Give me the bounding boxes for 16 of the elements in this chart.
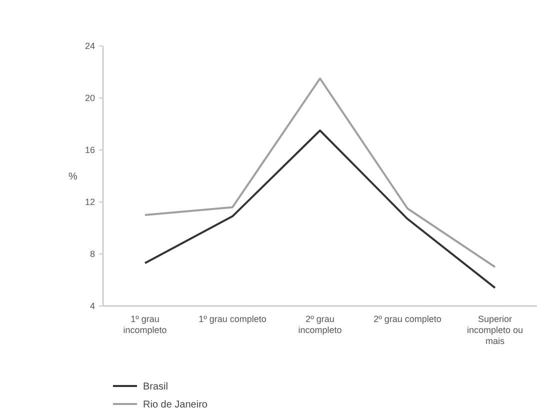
y-tick-label: 12 bbox=[84, 197, 95, 208]
y-tick-label: 4 bbox=[90, 301, 95, 312]
line-series bbox=[144, 78, 496, 268]
legend-label: Brasil bbox=[143, 382, 168, 392]
x-tick-label: 2º grau completo bbox=[374, 314, 442, 324]
x-tick-label: 1º grau completo bbox=[198, 314, 266, 324]
y-tick-label: 24 bbox=[84, 41, 95, 52]
y-axis-title: % bbox=[68, 172, 78, 182]
y-tick-label: 16 bbox=[84, 145, 95, 156]
y-tick-label: 8 bbox=[90, 249, 95, 260]
y-tick-label: 20 bbox=[84, 93, 95, 104]
line-series bbox=[144, 130, 496, 289]
x-tick-label: Superior incompleto ou mais bbox=[466, 314, 524, 346]
x-tick-label: 2º grau incompleto bbox=[298, 314, 342, 335]
legend-label: Rio de Janeiro bbox=[143, 400, 208, 410]
x-tick-label: 1º grau incompleto bbox=[123, 314, 167, 335]
